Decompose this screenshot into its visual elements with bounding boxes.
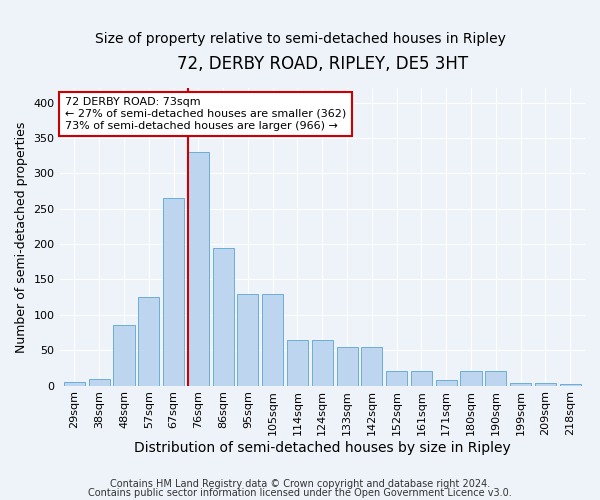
Text: Contains public sector information licensed under the Open Government Licence v3: Contains public sector information licen…: [88, 488, 512, 498]
Bar: [361, 346, 382, 386]
Text: Size of property relative to semi-detached houses in Ripley: Size of property relative to semi-detach…: [95, 32, 505, 46]
Text: Contains HM Land Registry data © Crown copyright and database right 2024.: Contains HM Land Registry data © Crown c…: [110, 479, 490, 489]
Bar: [64, 382, 85, 386]
Bar: [337, 346, 358, 386]
Title: 72, DERBY ROAD, RIPLEY, DE5 3HT: 72, DERBY ROAD, RIPLEY, DE5 3HT: [177, 55, 468, 73]
Bar: [460, 372, 482, 386]
Bar: [113, 326, 134, 386]
Bar: [510, 383, 531, 386]
Bar: [262, 294, 283, 386]
X-axis label: Distribution of semi-detached houses by size in Ripley: Distribution of semi-detached houses by …: [134, 441, 511, 455]
Bar: [188, 152, 209, 386]
Bar: [560, 384, 581, 386]
Bar: [89, 378, 110, 386]
Bar: [411, 372, 432, 386]
Bar: [535, 383, 556, 386]
Bar: [287, 340, 308, 386]
Bar: [436, 380, 457, 386]
Y-axis label: Number of semi-detached properties: Number of semi-detached properties: [15, 122, 28, 352]
Bar: [386, 372, 407, 386]
Bar: [238, 294, 259, 386]
Bar: [212, 248, 233, 386]
Text: 72 DERBY ROAD: 73sqm
← 27% of semi-detached houses are smaller (362)
73% of semi: 72 DERBY ROAD: 73sqm ← 27% of semi-detac…: [65, 98, 346, 130]
Bar: [312, 340, 333, 386]
Bar: [485, 372, 506, 386]
Bar: [163, 198, 184, 386]
Bar: [138, 297, 160, 386]
